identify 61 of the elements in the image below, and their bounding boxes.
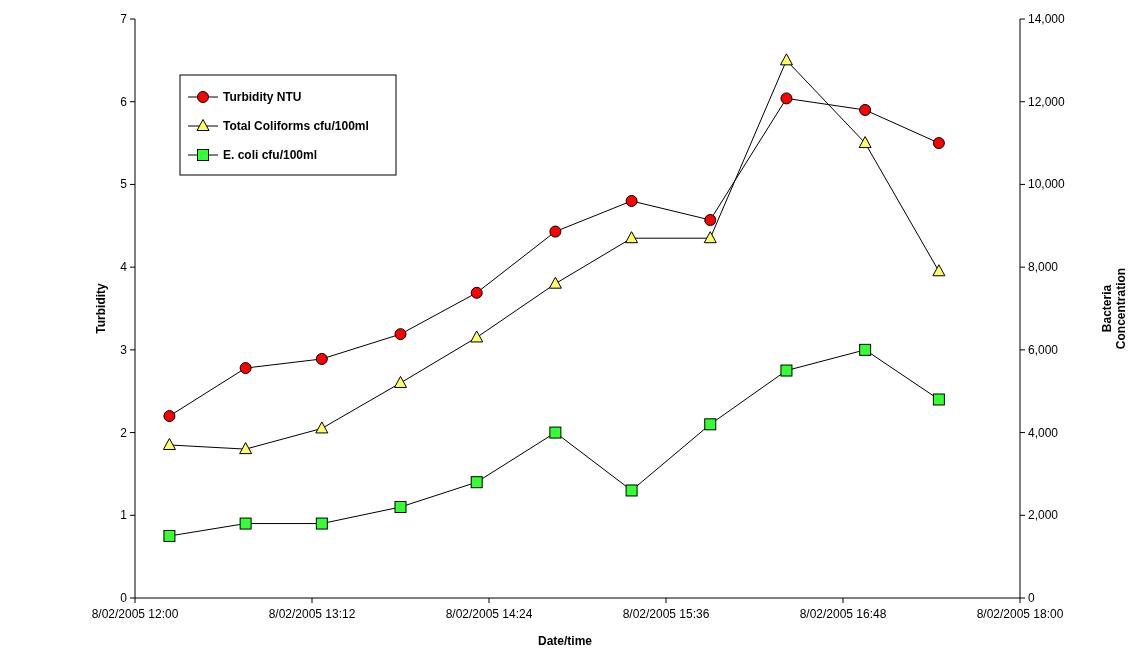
y-tick-label: 4 [120, 260, 128, 275]
y2-tick-label: 4,000 [1028, 425, 1059, 440]
x-tick-label: 8/02/2005 16:48 [799, 607, 887, 621]
point [703, 231, 717, 244]
x-tick-label: 8/02/2005 13:12 [268, 607, 356, 621]
point [470, 476, 483, 489]
point [932, 393, 945, 406]
x-tick-label: 8/02/2005 14:24 [445, 607, 533, 621]
point [239, 362, 252, 375]
y2-tick-label: 8,000 [1028, 260, 1059, 275]
legend-label: E. coli cfu/100ml [223, 148, 318, 162]
point [394, 501, 407, 514]
point [625, 484, 638, 497]
point [779, 53, 793, 66]
point [315, 421, 329, 434]
point [625, 194, 638, 207]
point [859, 103, 872, 116]
point [858, 136, 872, 149]
point [315, 517, 328, 530]
point [859, 343, 872, 356]
y-tick-label: 3 [120, 342, 128, 357]
point [549, 426, 562, 439]
point [470, 330, 484, 343]
point [239, 442, 253, 455]
y-tick-label: 1 [120, 508, 128, 523]
point [163, 410, 176, 423]
y-tick-label: 7 [120, 12, 128, 26]
point [163, 529, 176, 542]
point [780, 364, 793, 377]
y-axis-title: Turbidity [94, 282, 108, 334]
y2-tick-label: 2,000 [1028, 508, 1059, 523]
point [704, 418, 717, 431]
point [548, 276, 562, 289]
x-tick-label: 8/02/2005 12:00 [91, 607, 179, 621]
y2-tick-label: 12,000 [1028, 94, 1066, 109]
y2-tick-label: 10,000 [1028, 177, 1066, 192]
y-tick-label: 6 [120, 94, 128, 109]
point [625, 231, 639, 244]
point [780, 92, 793, 105]
legend-label: Total Coliforms cfu/100ml [223, 119, 369, 133]
y2-tick-label: 14,000 [1028, 12, 1066, 26]
y-tick-label: 2 [120, 425, 128, 440]
y2-tick-label: 0 [1028, 591, 1035, 605]
x-tick-label: 8/02/2005 15:36 [622, 607, 710, 621]
point [549, 225, 562, 238]
point [932, 137, 945, 150]
y-tick-label: 0 [120, 591, 128, 605]
y2-tick-label: 6,000 [1028, 342, 1059, 357]
y2-axis-title: Bacteria Concentration [1100, 267, 1128, 350]
x-axis-title: Date/time [537, 634, 593, 648]
point [394, 375, 407, 388]
point [239, 517, 252, 530]
point [162, 437, 176, 450]
point [315, 352, 328, 365]
point [470, 286, 483, 299]
x-tick-label: 8/02/2005 18:00 [976, 607, 1064, 621]
legend-label: Turbidity NTU [223, 90, 302, 104]
point [932, 264, 946, 277]
point [704, 214, 717, 226]
point [394, 328, 407, 341]
y-tick-label: 5 [120, 177, 128, 192]
